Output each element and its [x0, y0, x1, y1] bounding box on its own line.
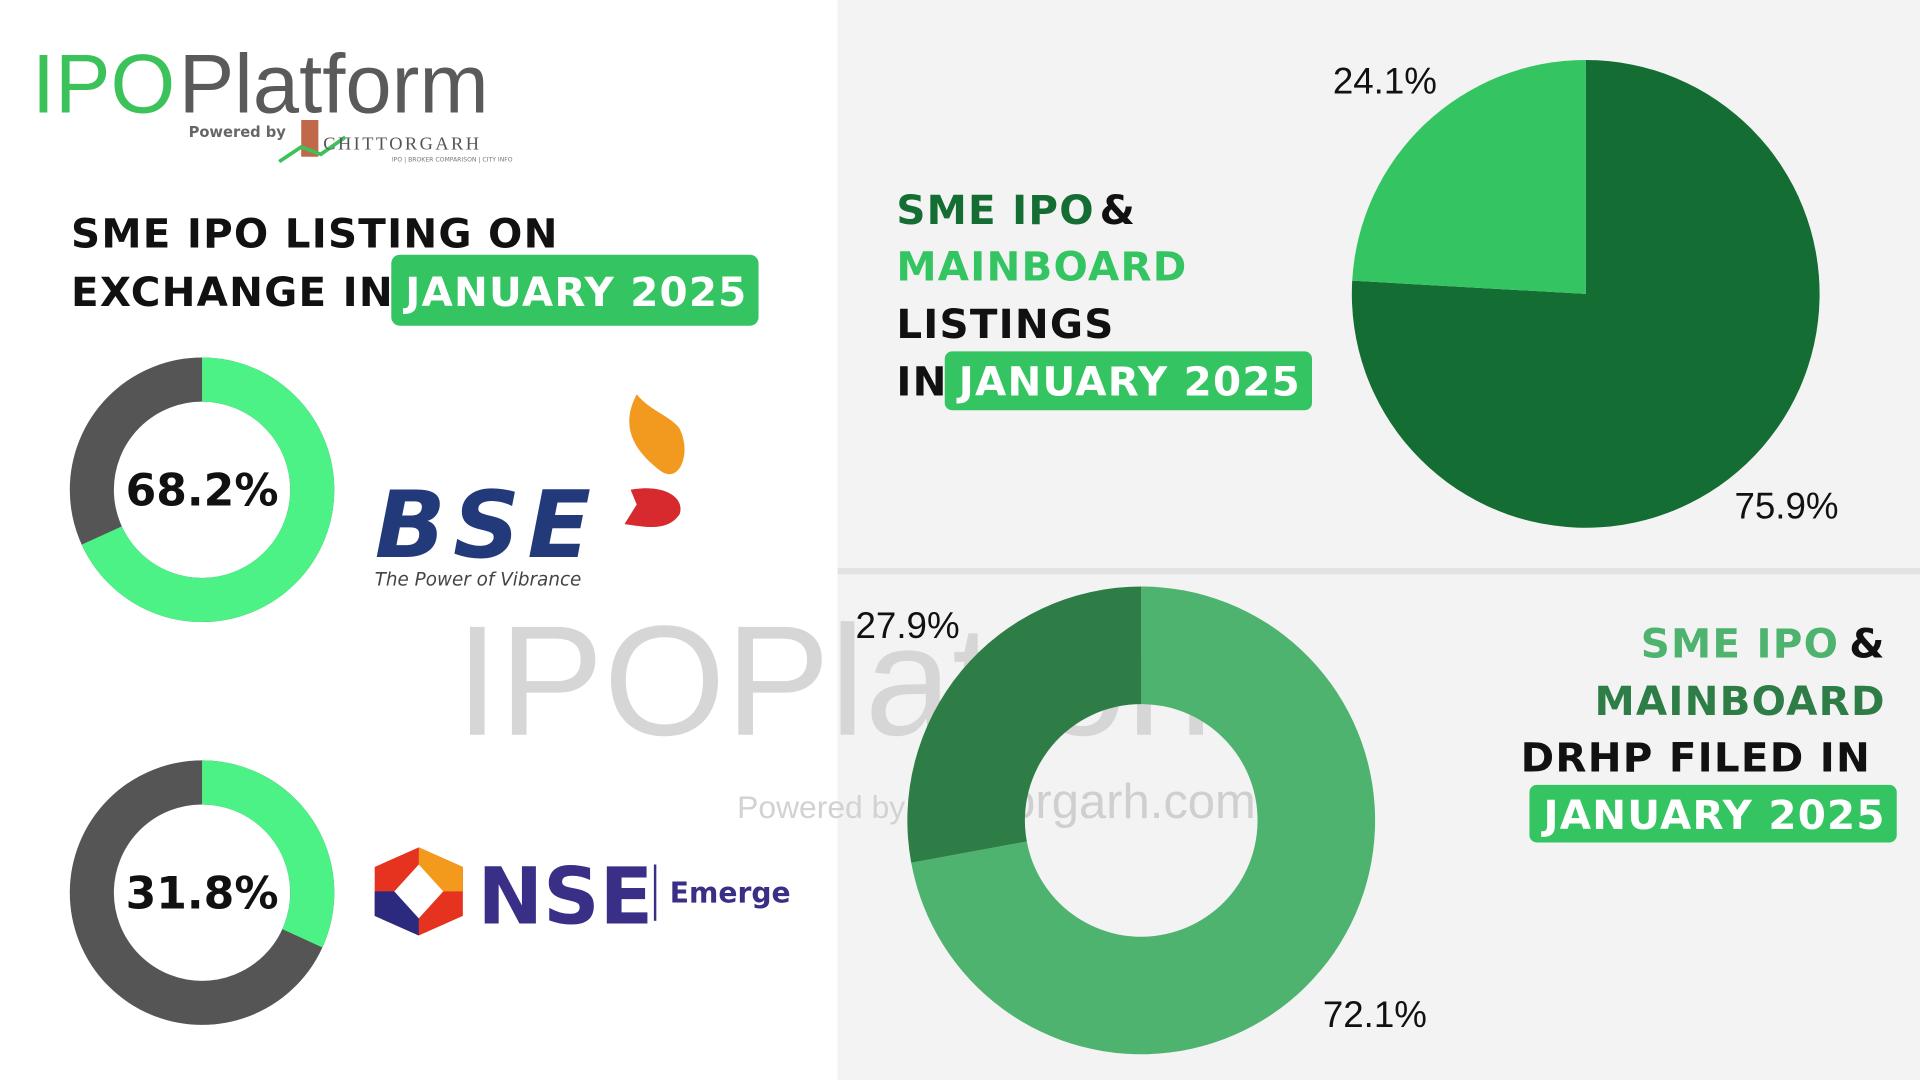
left-title-highlight: JANUARY 2025 — [402, 268, 747, 316]
bse-flame — [624, 488, 681, 528]
bse-flame — [629, 394, 685, 475]
bse-tagline: The Power of Vibrance — [375, 569, 582, 590]
logo-ipo: IPO — [32, 38, 175, 131]
watermark-powered: Powered by — [737, 789, 905, 825]
logo-partner: CHITTORGARH — [323, 133, 481, 153]
slice-label: 72.1% — [1323, 994, 1427, 1035]
slice-label: 27.9% — [856, 605, 960, 646]
nse-name: NSE — [478, 851, 654, 942]
nse-emblem — [394, 864, 444, 919]
donut-slice — [907, 586, 1142, 863]
left-title-line: EXCHANGE IN — [71, 268, 394, 316]
highlight-box — [1529, 784, 1897, 843]
slice-label: 75.9% — [1734, 486, 1838, 527]
gauge-arc — [81, 357, 335, 623]
pie-title-sme: SME IPO — [896, 186, 1094, 234]
gauge-arc — [202, 760, 335, 948]
gauge-label: 31.8% — [126, 869, 279, 920]
nse-segment: Emerge — [670, 876, 791, 909]
donut-title-line: DRHP FILED IN — [1521, 733, 1871, 781]
logo-platform: Platform — [179, 38, 489, 131]
highlight-box — [391, 254, 759, 326]
pie-title-mainboard: MAINBOARD — [896, 242, 1187, 290]
bse-name: BSE — [375, 471, 599, 579]
charts: 68.2% 31.8% 75.9% 24.1% 72.1% 27.9% — [69, 60, 1839, 1055]
divider — [837, 568, 1920, 575]
donut-title-amp: & — [1849, 620, 1885, 668]
gauge-label: 68.2% — [126, 466, 279, 517]
pie-title-highlight: JANUARY 2025 — [956, 358, 1301, 406]
slice-label: 24.1% — [1333, 61, 1437, 102]
pie-title-amp: & — [1100, 186, 1136, 234]
donut-title-highlight: JANUARY 2025 — [1540, 791, 1885, 839]
pie-title-line: IN — [896, 358, 947, 406]
donut-slice — [911, 586, 1376, 1055]
highlight-box — [944, 351, 1313, 411]
pie-title-line: LISTINGS — [896, 300, 1114, 348]
logo-trend — [278, 135, 347, 164]
donut-title-mainboard: MAINBOARD — [1594, 677, 1885, 725]
left-title-line: SME IPO LISTING ON — [71, 209, 559, 257]
donut-title-sme: SME IPO — [1641, 620, 1839, 668]
pie-slice — [1352, 60, 1586, 294]
logo-powered: Powered by — [189, 124, 287, 141]
logo-partner-tagline: IPO | BROKER COMPARISON | CITY INFO — [392, 157, 513, 164]
nse-separator — [653, 864, 657, 921]
